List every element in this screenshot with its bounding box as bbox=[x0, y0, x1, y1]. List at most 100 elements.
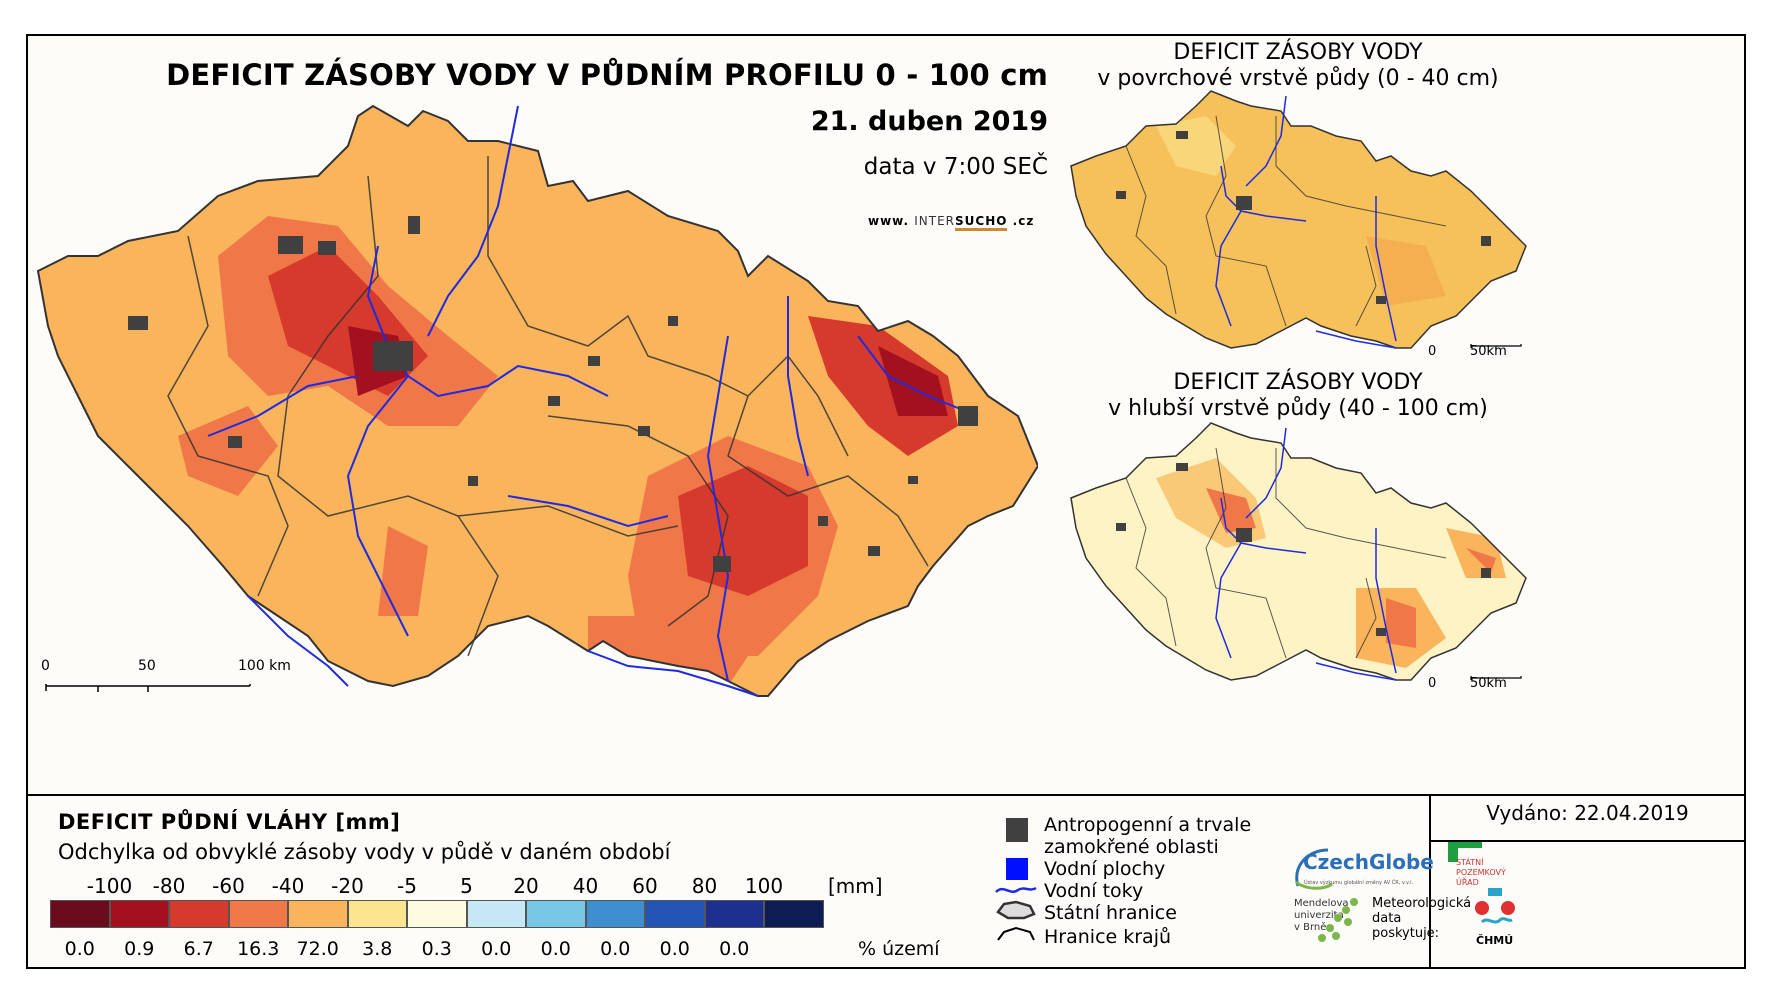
web-suffix: .cz bbox=[1012, 214, 1035, 228]
legend-subtitle: Odchylka od obvyklé zásoby vody v půdě v… bbox=[58, 840, 671, 864]
legend-percent-label: 72.0 bbox=[296, 938, 339, 960]
czechglobe-logo-sub: Ústav výzkumu globální změny AV ČR, v.v.… bbox=[1304, 880, 1414, 886]
main-map bbox=[37, 105, 1038, 697]
inset-bottom-scale-50: 50km bbox=[1470, 676, 1507, 691]
web-prefix: www. bbox=[868, 214, 910, 228]
legend-tick-label: -40 bbox=[271, 874, 305, 898]
inset-top-scale-0: 0 bbox=[1428, 344, 1437, 359]
legend-tick-label: -80 bbox=[152, 874, 186, 898]
spu-logo-text: STÁTNÍ POZEMKOVÝ ÚŘAD bbox=[1456, 858, 1506, 888]
urban-area-icon bbox=[1006, 818, 1028, 842]
legend-color-swatch bbox=[704, 900, 764, 928]
region-border-icon bbox=[997, 926, 1035, 941]
inset-bottom-map bbox=[1070, 422, 1527, 681]
legend-tick-label: 5 bbox=[460, 874, 473, 898]
inset-bottom-scale-0: 0 bbox=[1428, 676, 1437, 691]
main-scale-50: 50 bbox=[138, 658, 156, 674]
legend-color-swatch bbox=[407, 900, 467, 928]
legend-percent-label: 0.0 bbox=[64, 938, 95, 960]
web-name-a: INTER bbox=[914, 214, 956, 228]
legend-color-swatch bbox=[50, 900, 110, 928]
legend-percent-label: 0.9 bbox=[124, 938, 155, 960]
main-title: DEFICIT ZÁSOBY VODY V PŮDNÍM PROFILU 0 -… bbox=[166, 58, 1048, 92]
mendel-line3: v Brně bbox=[1294, 922, 1327, 933]
legend-percent-label: 6.7 bbox=[183, 938, 214, 960]
legend-color-swatch bbox=[764, 900, 824, 928]
main-date: 21. duben 2019 bbox=[810, 106, 1048, 137]
key-state-border-label: Státní hranice bbox=[1044, 902, 1177, 924]
inset-top-scale-50: 50km bbox=[1470, 344, 1507, 359]
website-logo: www. INTERSUCHO .cz bbox=[868, 214, 1035, 231]
legend-color-swatch bbox=[466, 900, 526, 928]
key-rivers-label: Vodní toky bbox=[1044, 880, 1144, 902]
legend-tick-label: 80 bbox=[691, 874, 718, 898]
mendel-line1: Mendelova bbox=[1294, 898, 1349, 909]
czechglobe-logo-text: CzechGlobe bbox=[1303, 850, 1434, 874]
key-region-border-label: Hranice krajů bbox=[1044, 926, 1172, 948]
meteo-line1: Meteorologická bbox=[1372, 896, 1472, 911]
legend-tick-label: 60 bbox=[632, 874, 658, 898]
spu-logo-icon bbox=[1448, 842, 1482, 862]
legend-percent-label: 0.0 bbox=[540, 938, 571, 960]
legend-percent-label: 0.0 bbox=[481, 938, 512, 960]
legend-color-swatch bbox=[585, 900, 645, 928]
spu-line2: POZEMKOVÝ bbox=[1456, 868, 1506, 877]
legend-color-swatch bbox=[645, 900, 705, 928]
key-urban-line1: Antropogenní a trvale bbox=[1044, 814, 1252, 836]
legend-tick-label: -5 bbox=[397, 874, 417, 898]
legend-percent-label: 16.3 bbox=[237, 938, 280, 960]
legend-percent-label: 3.8 bbox=[362, 938, 393, 960]
legend-tick-label: 100 bbox=[744, 874, 784, 898]
legend-color-swatch bbox=[288, 900, 348, 928]
main-scale-100: 100 km bbox=[238, 658, 291, 674]
legend-percent-label: 0.0 bbox=[659, 938, 690, 960]
inset-bottom-title-line1: DEFICIT ZÁSOBY VODY bbox=[1173, 370, 1423, 395]
legend-color-swatch bbox=[228, 900, 288, 928]
mendel-logo-icon bbox=[1318, 898, 1358, 942]
inset-top-title-line1: DEFICIT ZÁSOBY VODY bbox=[1173, 40, 1423, 65]
legend-percent-label: 0.3 bbox=[421, 938, 452, 960]
footer-divider bbox=[28, 794, 1744, 796]
meteo-line2: data bbox=[1372, 911, 1402, 926]
mendel-logo-text: Mendelova univerzita v Brně bbox=[1294, 898, 1349, 934]
key-urban-label: Antropogenní a trvale zamokřené oblasti bbox=[1044, 814, 1251, 858]
water-body-icon bbox=[1006, 858, 1028, 880]
legend-color-swatch bbox=[169, 900, 229, 928]
inset-bottom-title: DEFICIT ZÁSOBY VODY v hlubší vrstvě půdy… bbox=[1088, 370, 1508, 422]
inset-top-title: DEFICIT ZÁSOBY VODY v povrchové vrstvě p… bbox=[1088, 40, 1508, 92]
legend-tick-label: -100 bbox=[86, 874, 133, 898]
czechglobe-logo-icon bbox=[1295, 848, 1333, 890]
inset-top-title-line2: v povrchové vrstvě půdy (0 - 40 cm) bbox=[1097, 66, 1499, 91]
legend-tick-label: -60 bbox=[212, 874, 245, 898]
meteo-line3: poskytuje: bbox=[1372, 926, 1440, 941]
legend-tick-label: -20 bbox=[331, 874, 364, 898]
key-urban-line2: zamokřené oblasti bbox=[1044, 836, 1219, 858]
issued-date: Vydáno: 22.04.2019 bbox=[1486, 801, 1689, 825]
legend-percent-label: 0.0 bbox=[600, 938, 631, 960]
spu-line1: STÁTNÍ bbox=[1456, 858, 1484, 867]
issued-divider bbox=[1429, 794, 1431, 967]
web-name-b: SUCHO bbox=[955, 214, 1008, 231]
inset-top-map bbox=[1070, 90, 1527, 349]
chmu-logo-text: ČHMÚ bbox=[1476, 934, 1514, 947]
mendel-line2: univerzita bbox=[1294, 910, 1344, 921]
river-line-icon bbox=[995, 886, 1037, 893]
key-water-bodies-label: Vodní plochy bbox=[1044, 858, 1166, 880]
inset-bottom-title-line2: v hlubší vrstvě půdy (40 - 100 cm) bbox=[1108, 396, 1488, 421]
legend-color-swatch bbox=[526, 900, 586, 928]
legend-title: DEFICIT PŮDNÍ VLÁHY [mm] bbox=[58, 810, 401, 834]
legend-color-swatch bbox=[347, 900, 407, 928]
state-border-icon bbox=[996, 900, 1036, 920]
logos-divider bbox=[1429, 840, 1744, 842]
main-scale-0: 0 bbox=[41, 658, 50, 674]
legend-unit: [mm] bbox=[828, 874, 883, 898]
main-data-time: data v 7:00 SEČ bbox=[863, 154, 1048, 180]
map-frame: DEFICIT ZÁSOBY VODY V PŮDNÍM PROFILU 0 -… bbox=[26, 34, 1746, 969]
chmu-logo-icon bbox=[1475, 888, 1515, 924]
legend-percent-label: 0.0 bbox=[719, 938, 750, 960]
legend-tick-label: 20 bbox=[513, 874, 539, 898]
spu-line3: ÚŘAD bbox=[1456, 878, 1479, 887]
legend-tick-label: 40 bbox=[572, 874, 599, 898]
legend-pct-unit: % území bbox=[858, 938, 940, 960]
meteo-data-text: Meteorologická data poskytuje: bbox=[1372, 896, 1471, 941]
